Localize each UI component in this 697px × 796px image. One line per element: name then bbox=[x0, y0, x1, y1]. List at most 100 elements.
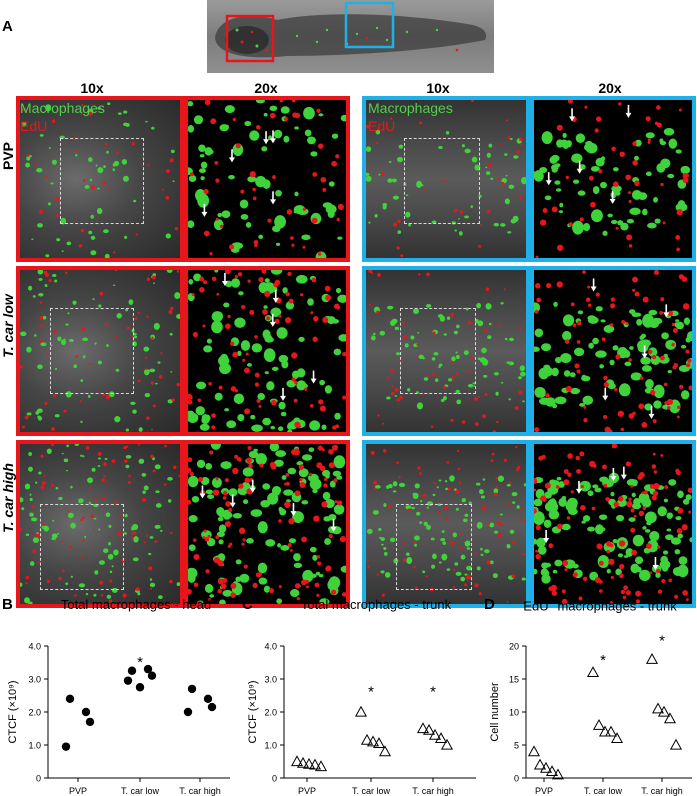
data-point bbox=[598, 725, 612, 737]
y-tick-label: 4.0 bbox=[264, 642, 277, 652]
data-point bbox=[434, 732, 448, 744]
data-point bbox=[378, 745, 392, 757]
mag-label-head-10x: 10x bbox=[80, 80, 104, 96]
data-point bbox=[586, 666, 600, 678]
embryo-overview-image bbox=[207, 0, 494, 73]
embryo-overview-svg bbox=[215, 1, 487, 63]
data-point bbox=[143, 664, 153, 674]
data-point bbox=[308, 758, 322, 770]
chart-d-title: EdU+ macrophages - trunk bbox=[523, 597, 677, 614]
data-point bbox=[123, 676, 133, 685]
micrograph-tcar-high-head-10x bbox=[16, 440, 184, 608]
zoom-region-box bbox=[400, 308, 476, 394]
micrograph-pvp-head-20x bbox=[184, 96, 350, 262]
data-point bbox=[366, 735, 380, 747]
head-region-box bbox=[225, 14, 275, 63]
data-point bbox=[290, 755, 304, 767]
micrograph-pvp-head-10x bbox=[16, 96, 184, 262]
x-tick-label: T. car low bbox=[584, 786, 623, 796]
data-point bbox=[360, 733, 374, 745]
chart-c: 0 1.0 2.0 3.0 4.0 PVP T. car low T. car high CTC… bbox=[247, 642, 476, 796]
y-tick-label: 15 bbox=[509, 675, 519, 685]
data-point bbox=[81, 707, 91, 717]
data-point bbox=[422, 723, 436, 735]
data-point bbox=[551, 768, 565, 780]
row-label-tcar-high: T. car high bbox=[0, 463, 16, 533]
legend-macrophages-trunk: Macrophages bbox=[368, 100, 453, 116]
y-tick-label: 20 bbox=[509, 642, 519, 652]
legend-macrophages-head: Macrophages bbox=[20, 100, 105, 116]
significance-asterisk: * bbox=[430, 684, 436, 701]
mag-label-trunk-20x: 20x bbox=[598, 80, 622, 96]
panel-letter-d: D bbox=[484, 596, 495, 613]
data-point bbox=[65, 694, 75, 703]
row-label-pvp: PVP bbox=[0, 142, 16, 171]
data-point bbox=[372, 737, 386, 749]
zoom-region-box bbox=[40, 504, 124, 590]
y-tick-label: 10 bbox=[509, 708, 519, 718]
mag-label-trunk-10x: 10x bbox=[426, 80, 450, 96]
data-point bbox=[669, 738, 683, 750]
data-point bbox=[657, 705, 671, 717]
significance-asterisk: * bbox=[368, 684, 374, 701]
y-tick-label: 2.0 bbox=[28, 708, 41, 718]
legend-edu-head: EdU bbox=[20, 118, 48, 134]
significance-asterisk: * bbox=[137, 654, 143, 671]
y-axis-label: CTCF (×10⁹) bbox=[7, 680, 19, 743]
row-label-tcar-low: T. car low bbox=[0, 294, 16, 358]
micrograph-tcar-low-trunk-10x bbox=[362, 266, 530, 436]
data-point bbox=[314, 760, 328, 772]
x-tick-label: PVP bbox=[69, 786, 87, 796]
panel-letter-b: B bbox=[2, 596, 13, 613]
micrograph-pvp-trunk-20x bbox=[530, 96, 696, 262]
y-tick-label: 5 bbox=[514, 741, 519, 751]
data-point bbox=[610, 732, 624, 744]
data-point bbox=[651, 702, 665, 714]
y-tick-label: 1.0 bbox=[28, 741, 41, 751]
x-tick-label: T. car low bbox=[352, 786, 391, 796]
chart-d: 0 5 10 15 20 PVP T. car low T. car high Cell num… bbox=[489, 632, 692, 796]
y-axis-label: Cell number bbox=[489, 682, 501, 742]
data-point bbox=[533, 758, 547, 770]
data-point bbox=[127, 666, 137, 675]
micrograph-pvp-trunk-10x bbox=[362, 96, 530, 262]
y-tick-label: 0 bbox=[272, 774, 277, 784]
y-tick-label: 0 bbox=[514, 774, 519, 784]
chart-b: 0 1.0 2.0 3.0 4.0 PVP T. car low T. car high CTC… bbox=[7, 642, 230, 796]
data-point bbox=[61, 742, 71, 751]
data-point bbox=[545, 765, 559, 777]
zoom-region-box bbox=[396, 504, 472, 590]
micrograph-tcar-high-trunk-10x bbox=[362, 440, 530, 608]
y-tick-label: 0 bbox=[36, 774, 41, 784]
x-tick-label: T. car high bbox=[641, 786, 683, 796]
micrograph-tcar-low-head-20x bbox=[184, 266, 350, 436]
x-tick-label: T. car high bbox=[179, 786, 221, 796]
panel-letter-c: C bbox=[242, 596, 253, 613]
x-tick-label: PVP bbox=[298, 786, 316, 796]
micrograph-tcar-low-head-10x bbox=[16, 266, 184, 436]
x-tick-label: PVP bbox=[535, 786, 553, 796]
data-point bbox=[645, 652, 659, 664]
trunk-region-box bbox=[344, 1, 395, 49]
data-point bbox=[302, 757, 316, 769]
chart-c-title: Total macrophages - trunk bbox=[300, 597, 452, 612]
x-tick-label: T. car high bbox=[412, 786, 454, 796]
data-point bbox=[203, 694, 213, 703]
data-point bbox=[183, 707, 193, 717]
x-tick-label: T. car low bbox=[121, 786, 160, 796]
data-point bbox=[527, 745, 541, 757]
data-point bbox=[354, 705, 368, 717]
y-tick-label: 4.0 bbox=[28, 642, 41, 652]
data-point bbox=[85, 717, 95, 727]
y-axis-label: CTCF (×10⁹) bbox=[247, 680, 259, 743]
data-point bbox=[592, 718, 606, 730]
data-point bbox=[135, 683, 145, 692]
micrograph-tcar-high-head-20x bbox=[184, 440, 350, 608]
zoom-region-box bbox=[50, 308, 134, 394]
data-point bbox=[416, 722, 430, 734]
chart-b-title: Total macrophages - head bbox=[60, 597, 212, 612]
y-tick-label: 1.0 bbox=[264, 741, 277, 751]
data-point bbox=[604, 725, 618, 737]
mag-label-head-20x: 20x bbox=[254, 80, 278, 96]
data-point bbox=[207, 702, 217, 712]
